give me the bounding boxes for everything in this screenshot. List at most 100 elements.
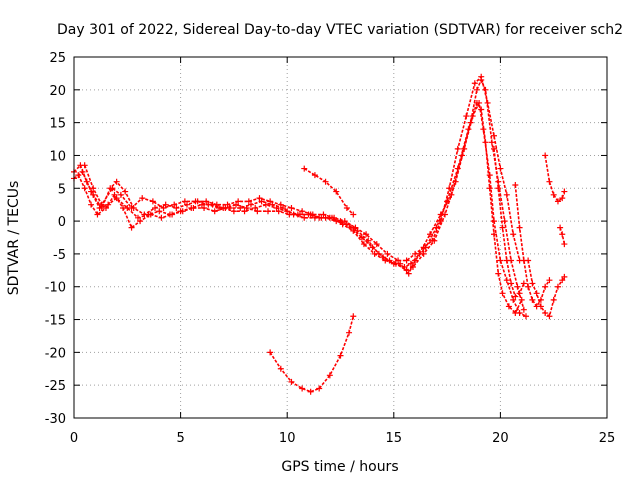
y-tick-label: 20: [49, 84, 66, 99]
data-point-marker: [273, 204, 280, 211]
data-point-marker: [94, 211, 101, 218]
data-point-marker: [222, 204, 229, 211]
data-point-marker: [510, 231, 517, 238]
data-point-marker: [520, 306, 527, 313]
data-point-marker: [360, 241, 367, 248]
data-point-marker: [478, 73, 485, 80]
data-point-marker: [427, 231, 434, 238]
data-point-marker: [341, 218, 348, 225]
data-point-marker: [516, 290, 523, 297]
data-point-marker: [224, 201, 231, 208]
data-point-marker: [152, 204, 159, 211]
data-point-marker: [169, 211, 176, 218]
data-point-marker: [158, 214, 165, 221]
data-point-marker: [520, 280, 527, 287]
data-point-marker: [525, 257, 532, 264]
data-point-marker: [561, 188, 568, 195]
data-point-marker: [503, 257, 510, 264]
data-point-marker: [546, 313, 553, 320]
data-point-marker: [254, 208, 261, 215]
y-tick-label: -15: [45, 314, 66, 329]
series-track-2: [73, 79, 525, 310]
data-point-marker: [537, 303, 544, 310]
chart-title: Day 301 of 2022, Sidereal Day-to-day VTE…: [57, 22, 623, 38]
y-tick-label: -25: [45, 379, 66, 394]
data-point-marker: [480, 126, 487, 133]
data-point-marker: [267, 198, 274, 205]
data-point-marker: [561, 273, 568, 280]
data-point-marker: [137, 218, 144, 225]
data-point-marker: [510, 296, 517, 303]
x-axis-label: GPS time / hours: [281, 459, 398, 475]
data-point-marker: [346, 329, 353, 336]
y-axis-label: SDTVAR / TECUs: [6, 181, 22, 296]
axis-ticks: 0 5 10 15 20 25 -30 -25 -20 -15 -10 -5 0 5 10 15 20 25: [45, 51, 616, 446]
series-track-9: [527, 260, 566, 318]
data-point-marker: [171, 201, 178, 208]
data-point-marker: [90, 185, 97, 192]
data-point-marker: [173, 204, 180, 211]
data-point-marker: [88, 201, 95, 208]
data-point-marker: [247, 201, 254, 208]
data-point-marker: [79, 168, 86, 175]
data-point-marker: [288, 378, 295, 385]
data-point-marker: [403, 267, 410, 274]
data-point-marker: [201, 204, 208, 211]
series-track-8: [514, 184, 551, 308]
data-point-marker: [503, 277, 510, 284]
x-tick-label: 20: [492, 431, 509, 446]
data-point-marker: [529, 296, 536, 303]
data-point-marker: [98, 201, 105, 208]
data-point-marker: [117, 191, 124, 198]
data-point-marker: [156, 208, 163, 215]
data-point-marker: [514, 283, 521, 290]
data-point-marker: [495, 270, 502, 277]
data-point-marker: [550, 296, 557, 303]
data-point-marker: [192, 198, 199, 205]
data-point-marker: [369, 244, 376, 251]
data-point-marker: [241, 208, 248, 215]
data-point-marker: [476, 99, 483, 106]
data-point-marker: [296, 211, 303, 218]
data-point-marker: [384, 250, 391, 257]
y-tick-label: 5: [58, 182, 66, 197]
data-point-marker: [491, 145, 498, 152]
data-point-marker: [81, 162, 88, 169]
data-point-marker: [128, 224, 135, 231]
data-point-marker: [343, 204, 350, 211]
data-point-marker: [454, 145, 461, 152]
data-point-marker: [559, 195, 566, 202]
data-point-marker: [461, 145, 468, 152]
grid-lines: [74, 57, 607, 418]
data-point-marker: [371, 250, 378, 257]
data-point-marker: [420, 250, 427, 257]
data-point-marker: [211, 208, 218, 215]
data-point-marker: [542, 309, 549, 316]
data-point-marker: [350, 313, 357, 320]
data-point-marker: [350, 227, 357, 234]
data-point-marker: [542, 283, 549, 290]
data-series: [71, 73, 568, 395]
x-tick-label: 5: [176, 431, 184, 446]
data-point-marker: [482, 86, 489, 93]
x-tick-label: 10: [279, 431, 296, 446]
data-point-marker: [230, 208, 237, 215]
y-tick-label: 10: [49, 149, 66, 164]
data-point-marker: [309, 211, 316, 218]
data-point-marker: [554, 283, 561, 290]
data-point-marker: [403, 257, 410, 264]
data-point-marker: [412, 250, 419, 257]
data-point-marker: [525, 283, 532, 290]
data-point-marker: [446, 185, 453, 192]
data-point-marker: [358, 234, 365, 241]
data-point-marker: [395, 257, 402, 264]
data-point-marker: [407, 260, 414, 267]
data-point-marker: [134, 214, 141, 221]
y-tick-label: -10: [45, 281, 66, 296]
data-point-marker: [429, 237, 436, 244]
data-point-marker: [339, 221, 346, 228]
y-tick-label: 25: [49, 51, 66, 66]
data-point-marker: [337, 352, 344, 359]
data-point-marker: [484, 99, 491, 106]
